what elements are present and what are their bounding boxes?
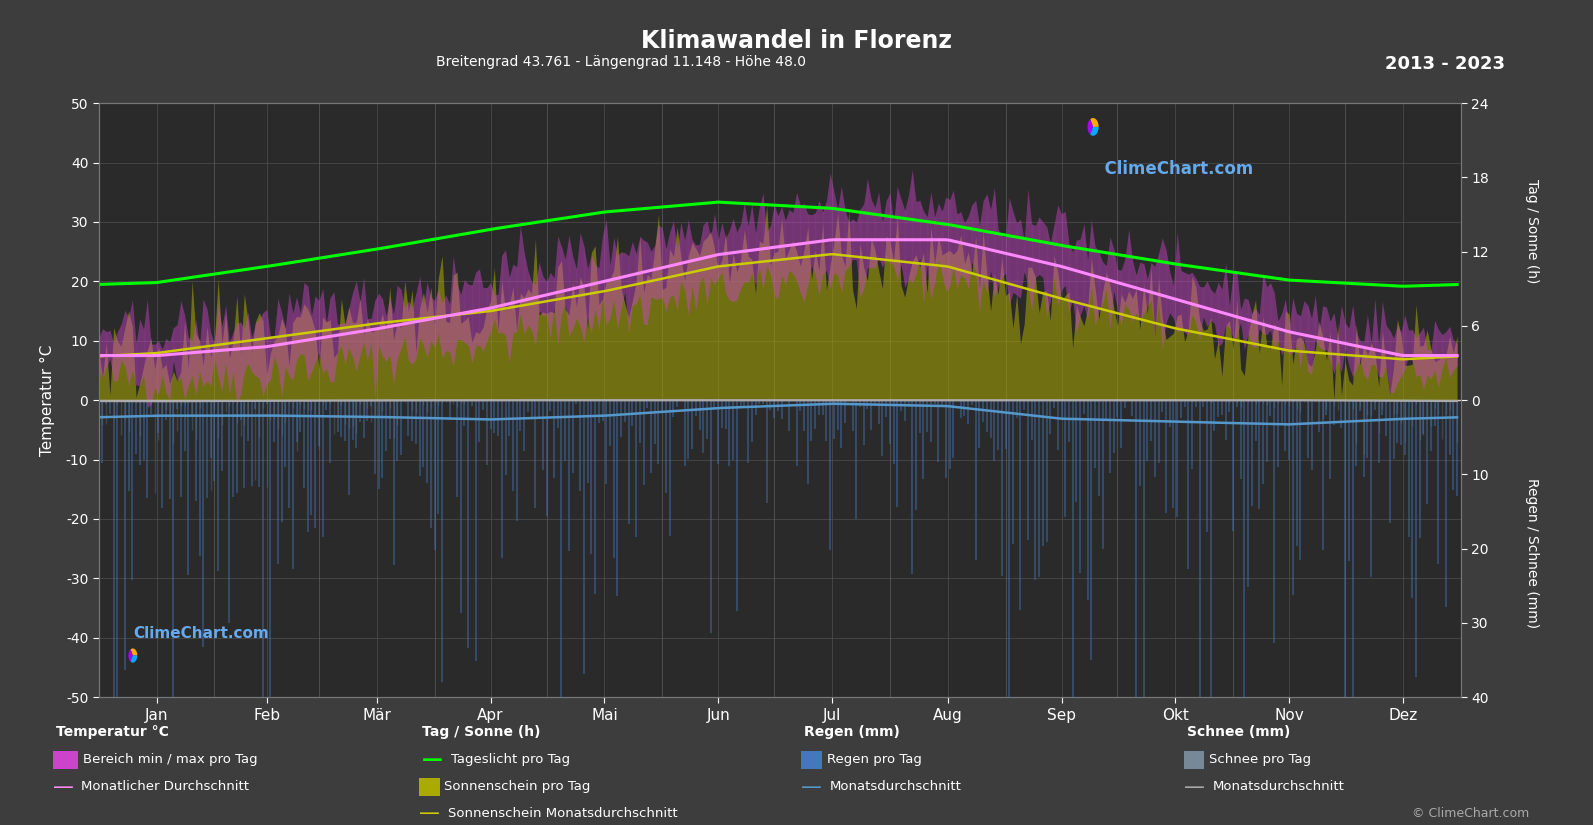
Text: Tag / Sonne (h): Tag / Sonne (h)	[1526, 179, 1539, 283]
Y-axis label: Temperatur °C: Temperatur °C	[40, 345, 54, 455]
Text: Schnee pro Tag: Schnee pro Tag	[1209, 753, 1311, 766]
Text: —: —	[1184, 777, 1204, 797]
Text: © ClimeChart.com: © ClimeChart.com	[1411, 807, 1529, 820]
Wedge shape	[131, 648, 137, 656]
Text: —: —	[53, 777, 73, 797]
Wedge shape	[1088, 119, 1093, 134]
Text: Monatlicher Durchschnitt: Monatlicher Durchschnitt	[81, 780, 249, 794]
Text: Monatsdurchschnitt: Monatsdurchschnitt	[1212, 780, 1344, 794]
Text: Regen / Schnee (mm): Regen / Schnee (mm)	[1526, 478, 1539, 628]
Text: Tag / Sonne (h): Tag / Sonne (h)	[422, 725, 540, 739]
Text: —: —	[419, 804, 440, 823]
Text: Klimawandel in Florenz: Klimawandel in Florenz	[640, 29, 953, 53]
Text: Tageslicht pro Tag: Tageslicht pro Tag	[451, 753, 570, 766]
Wedge shape	[1090, 118, 1099, 127]
Text: Regen pro Tag: Regen pro Tag	[827, 753, 922, 766]
Wedge shape	[131, 656, 137, 662]
Text: ClimeChart.com: ClimeChart.com	[1093, 160, 1254, 178]
Text: —: —	[422, 750, 443, 770]
Wedge shape	[129, 649, 132, 662]
Text: Bereich min / max pro Tag: Bereich min / max pro Tag	[83, 753, 258, 766]
Text: 2013 - 2023: 2013 - 2023	[1386, 55, 1505, 73]
Text: Schnee (mm): Schnee (mm)	[1187, 725, 1290, 739]
Text: Temperatur °C: Temperatur °C	[56, 725, 169, 739]
Text: Monatsdurchschnitt: Monatsdurchschnitt	[830, 780, 962, 794]
Text: ClimeChart.com: ClimeChart.com	[132, 625, 269, 641]
Text: Regen (mm): Regen (mm)	[804, 725, 900, 739]
Text: Breitengrad 43.761 - Längengrad 11.148 - Höhe 48.0: Breitengrad 43.761 - Längengrad 11.148 -…	[436, 55, 806, 69]
Text: Sonnenschein Monatsdurchschnitt: Sonnenschein Monatsdurchschnitt	[448, 807, 677, 820]
Wedge shape	[1090, 127, 1099, 136]
Text: —: —	[801, 777, 822, 797]
Text: Sonnenschein pro Tag: Sonnenschein pro Tag	[444, 780, 591, 794]
